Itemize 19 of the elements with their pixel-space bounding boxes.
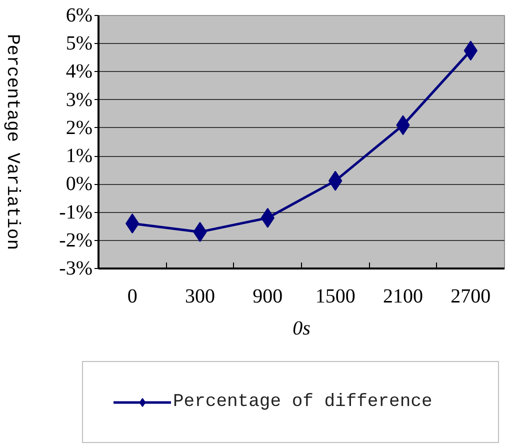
y-tick-label: 4% <box>66 60 93 83</box>
x-axis-title: 0s <box>292 318 311 340</box>
x-tick-label: 0 <box>127 286 138 308</box>
y-tick-label: 3% <box>66 88 93 111</box>
y-tick-label: 0% <box>66 173 93 196</box>
x-tick-label: 300 <box>185 286 215 308</box>
x-tick-label: 1500 <box>315 286 356 308</box>
legend-label: Percentage of difference <box>173 392 434 412</box>
y-tick-label: -3% <box>59 258 93 280</box>
y-tick-label: -2% <box>59 229 93 252</box>
x-tick-label: 900 <box>252 286 283 308</box>
x-tick-label: 2700 <box>450 286 491 308</box>
x-tick-label: 2100 <box>383 286 423 308</box>
y-tick-label: 5% <box>66 32 93 55</box>
y-tick-label: 2% <box>66 116 93 139</box>
y-tick-label: -1% <box>59 201 93 224</box>
y-axis-title: Percentage Variation <box>2 34 22 250</box>
y-tick-label: 1% <box>66 145 93 168</box>
y-tick-label: 6% <box>66 4 93 26</box>
